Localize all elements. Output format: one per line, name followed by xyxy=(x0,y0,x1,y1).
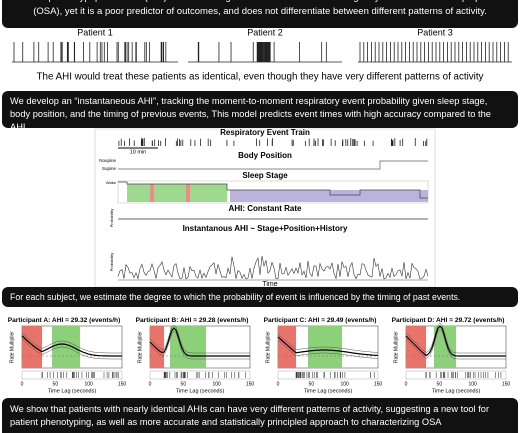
panel-title: Respiratory Event Train xyxy=(220,128,310,137)
participant-title: Participant B: AHI = 29.28 (events/h) xyxy=(136,317,249,324)
participant-panels: Participant A: AHI = 29.32 (events/h) Rat… xyxy=(8,317,511,395)
x-label: Time Lag (seconds) xyxy=(432,388,481,394)
y-label: Probability xyxy=(109,253,114,272)
ci-upper xyxy=(21,332,122,354)
excitation-region xyxy=(434,326,456,368)
ci-lower xyxy=(21,338,122,360)
method-box: We develop an “instantaneous AHI”, track… xyxy=(2,91,518,128)
raster-frame xyxy=(277,370,379,380)
x-tick-label: 100 xyxy=(212,381,221,387)
x-label: Time Lag (seconds) xyxy=(304,388,353,394)
x-tick-label: 50 xyxy=(437,381,443,387)
y-label: Rate Multiplier xyxy=(9,331,15,363)
panel-title: Sleep Stage xyxy=(242,171,288,180)
x-tick-label: 150 xyxy=(502,381,511,387)
patients-caption: The AHI would treat these patients as id… xyxy=(37,72,484,83)
x-tick-label: 0 xyxy=(149,381,152,387)
ci-upper xyxy=(149,324,250,354)
history-box: For each subject, we estimate the degree… xyxy=(2,287,518,307)
history-curve xyxy=(277,336,379,356)
y-label: Probability xyxy=(109,209,114,228)
patient-label: Patient 3 xyxy=(417,27,453,37)
x-label: Time Lag (seconds) xyxy=(176,388,225,394)
x-tick-label: 0 xyxy=(277,381,280,387)
event-trains xyxy=(12,42,512,63)
x-tick-label: 100 xyxy=(84,381,93,387)
history-curve xyxy=(405,325,506,357)
ci-lower xyxy=(405,328,506,360)
intro-box: The Apnea-Hypopnea Index (AHI) is used t… xyxy=(2,0,518,28)
history-curve xyxy=(149,327,250,357)
refractory-region xyxy=(150,326,164,368)
x-tick-label: 100 xyxy=(340,381,349,387)
x-tick-label: 50 xyxy=(309,381,315,387)
ci-upper xyxy=(277,333,379,353)
scale-label: 10 min xyxy=(130,149,147,155)
panel-title: AHI: Constant Rate xyxy=(229,204,302,213)
ci-upper xyxy=(405,322,506,354)
conclusion-box: We show that patients with nearly identi… xyxy=(2,398,518,433)
history-text: For each subject, we estimate the degree… xyxy=(10,292,461,302)
x-label: Time Lag (seconds) xyxy=(48,388,97,394)
x-tick-label: 150 xyxy=(246,381,255,387)
raster-frame xyxy=(149,370,251,380)
conclusion-text: We show that patients with nearly identi… xyxy=(10,404,490,427)
x-label: Time xyxy=(262,281,277,288)
stage-label: Wake xyxy=(106,180,117,185)
panel-title: Instantanous AHI ~ Stage+Position+Histor… xyxy=(183,224,348,233)
x-tick-label: 50 xyxy=(53,381,59,387)
hypnogram xyxy=(118,181,428,199)
participant-title: Participant C: AHI = 29.49 (events/h) xyxy=(264,317,377,324)
raster-frame xyxy=(405,370,507,380)
refractory-region xyxy=(406,326,426,368)
stage-nrem xyxy=(230,190,428,202)
raster-frame xyxy=(21,370,123,380)
y-label: Rate Multiplier xyxy=(137,331,143,363)
position-label: Supine xyxy=(102,166,117,171)
x-tick-label: 50 xyxy=(181,381,187,387)
x-tick-label: 150 xyxy=(374,381,383,387)
participant-title: Participant D: AHI = 29.72 (events/h) xyxy=(392,317,505,324)
ci-lower xyxy=(149,330,250,360)
patient-label: Patient 1 xyxy=(77,27,113,37)
history-curve xyxy=(21,335,122,357)
x-tick-label: 150 xyxy=(118,381,127,387)
position-trace xyxy=(118,160,428,170)
figure-frame xyxy=(94,128,436,288)
stage-wake xyxy=(150,184,154,202)
y-label: Rate Multiplier xyxy=(393,331,399,363)
event-ticks xyxy=(118,138,428,146)
panel-title: Body Position xyxy=(238,151,292,160)
x-tick-label: 0 xyxy=(21,381,24,387)
method-text: We develop an “instantaneous AHI”, track… xyxy=(10,96,491,128)
stage-rem xyxy=(127,184,227,202)
y-label: Rate Multiplier xyxy=(265,331,271,363)
x-tick-label: 0 xyxy=(405,381,408,387)
model-figure: Respiratory Event Train 10 min Body Posi… xyxy=(94,128,436,288)
instant-ahi xyxy=(117,255,429,280)
refractory-region xyxy=(22,326,42,368)
x-tick-label: 100 xyxy=(468,381,477,387)
ci-lower xyxy=(277,339,379,359)
intro-text: The Apnea-Hypopnea Index (AHI) is used t… xyxy=(24,0,497,17)
patient-label: Patient 2 xyxy=(247,27,283,37)
stage-wake xyxy=(186,184,190,202)
refractory-region xyxy=(278,326,296,368)
participant-title: Participant A: AHI = 29.32 (events/h) xyxy=(8,317,121,324)
excitation-region xyxy=(52,326,80,368)
position-label: Noupine xyxy=(99,158,116,163)
